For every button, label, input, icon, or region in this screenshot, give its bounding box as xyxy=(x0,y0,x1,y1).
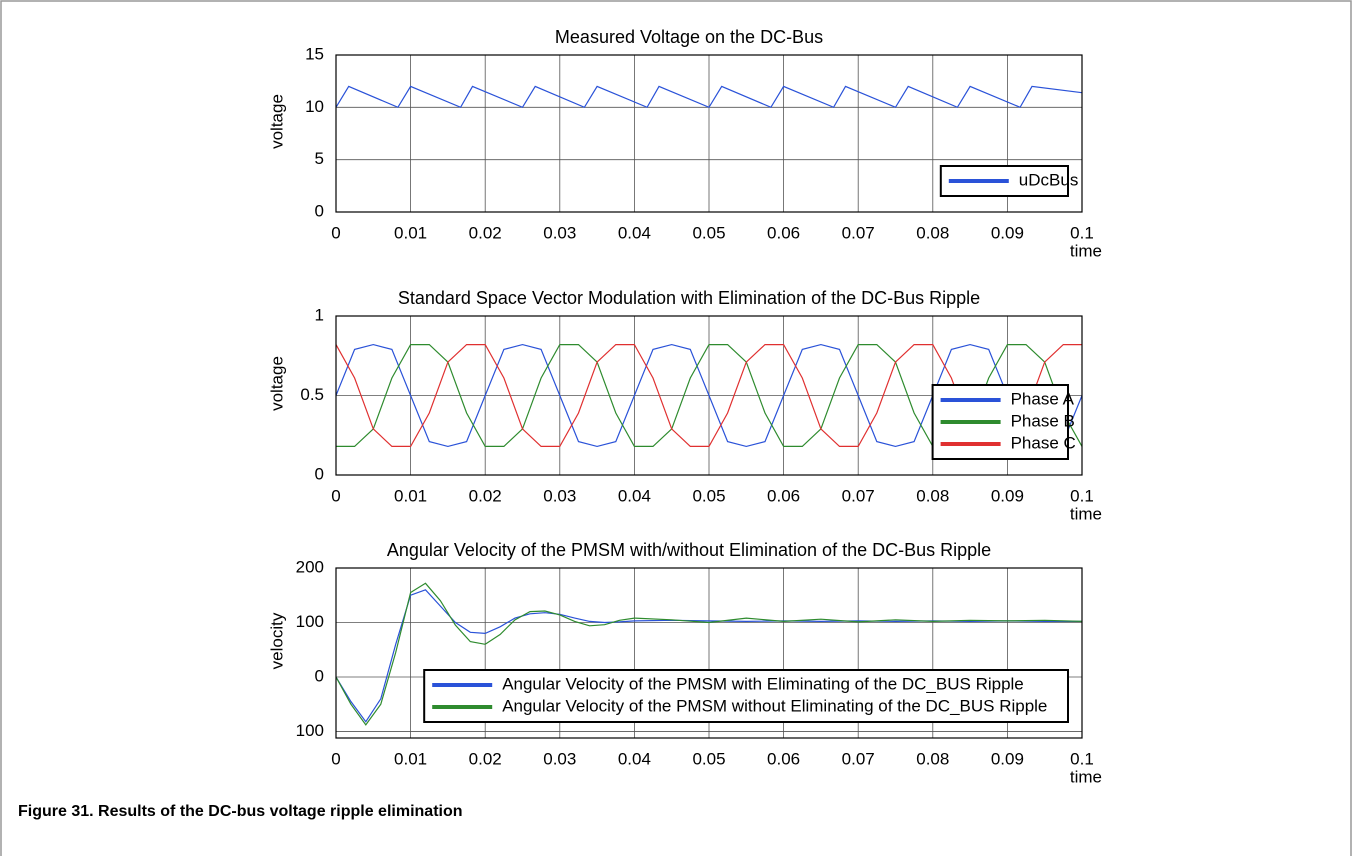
y-tick-label: 0 xyxy=(315,464,324,483)
x-tick-label: 0.02 xyxy=(469,486,502,505)
x-tick-label: 0.09 xyxy=(991,749,1024,768)
x-tick-label: 0.05 xyxy=(692,749,725,768)
x-tick-label: 0.09 xyxy=(991,223,1024,242)
x-tick-label: 0.09 xyxy=(991,486,1024,505)
x-axis-label: time xyxy=(1070,504,1102,523)
x-tick-label: 0.03 xyxy=(543,486,576,505)
y-tick-label: 0.5 xyxy=(300,385,324,404)
x-tick-label: 0.04 xyxy=(618,749,651,768)
x-tick-label: 0.06 xyxy=(767,486,800,505)
x-tick-label: 0 xyxy=(331,486,340,505)
series-line xyxy=(335,589,1082,723)
x-tick-label: 0.05 xyxy=(692,223,725,242)
x-tick-label: 0.06 xyxy=(767,749,800,768)
y-axis-label: voltage xyxy=(267,94,286,149)
caption: Figure 31. Results of the DC-bus voltage… xyxy=(18,803,463,820)
x-tick-label: 0.01 xyxy=(394,486,427,505)
y-tick-label: 0 xyxy=(315,666,324,685)
series-line xyxy=(335,582,1083,726)
x-tick-label: 0.1 xyxy=(1070,223,1094,242)
y-tick-label: 15 xyxy=(305,44,324,63)
y-tick-label: 10 xyxy=(305,97,324,116)
x-tick-label: 0.04 xyxy=(618,486,651,505)
legend-box xyxy=(423,669,1069,723)
legend-box xyxy=(931,384,1069,460)
y-tick-label: 100 xyxy=(296,721,324,740)
x-tick-label: 0.08 xyxy=(916,749,949,768)
chart-title: Measured Voltage on the DC-Bus xyxy=(555,27,823,47)
x-tick-label: 0.01 xyxy=(394,749,427,768)
y-tick-label: 100 xyxy=(296,612,324,631)
x-tick-label: 0.05 xyxy=(692,486,725,505)
y-tick-label: 0 xyxy=(315,201,324,220)
x-tick-label: 0.1 xyxy=(1070,486,1094,505)
chart-title: Standard Space Vector Modulation with El… xyxy=(398,288,980,308)
x-tick-label: 0.07 xyxy=(842,223,875,242)
x-tick-label: 0.03 xyxy=(543,749,576,768)
x-tick-label: 0.06 xyxy=(767,223,800,242)
x-tick-label: 0.03 xyxy=(543,223,576,242)
x-tick-label: 0.08 xyxy=(916,486,949,505)
x-tick-label: 0.1 xyxy=(1070,749,1094,768)
legend-label: Angular Velocity of the PMSM with Elimin… xyxy=(502,674,1024,693)
x-tick-label: 0 xyxy=(331,223,340,242)
x-tick-label: 0.02 xyxy=(469,749,502,768)
x-tick-label: 0.07 xyxy=(842,749,875,768)
series-line xyxy=(335,343,1083,448)
x-tick-label: 0.01 xyxy=(394,223,427,242)
plot-frame xyxy=(335,54,1083,213)
x-tick-label: 0.02 xyxy=(469,223,502,242)
legend-label: Angular Velocity of the PMSM without Eli… xyxy=(502,696,1047,715)
series-line xyxy=(335,85,1083,109)
x-axis-label: time xyxy=(1070,767,1102,786)
legend-label: Phase A xyxy=(1011,389,1075,408)
y-axis-label: voltage xyxy=(267,356,286,411)
y-tick-label: 5 xyxy=(315,149,324,168)
plot-frame xyxy=(335,315,1083,476)
legend-label: uDcBus xyxy=(1019,170,1079,189)
x-tick-label: 0 xyxy=(331,749,340,768)
x-tick-label: 0.04 xyxy=(618,223,651,242)
x-tick-label: 0.08 xyxy=(916,223,949,242)
x-tick-label: 0.07 xyxy=(842,486,875,505)
y-axis-label: velocity xyxy=(267,612,286,669)
y-tick-label: 200 xyxy=(296,557,324,576)
plot-frame xyxy=(335,567,1083,739)
x-axis-label: time xyxy=(1070,241,1102,260)
legend-label: Phase B xyxy=(1011,411,1075,430)
y-tick-label: 1 xyxy=(315,305,324,324)
chart-title: Angular Velocity of the PMSM with/withou… xyxy=(387,540,991,560)
legend-label: Phase C xyxy=(1011,433,1076,452)
